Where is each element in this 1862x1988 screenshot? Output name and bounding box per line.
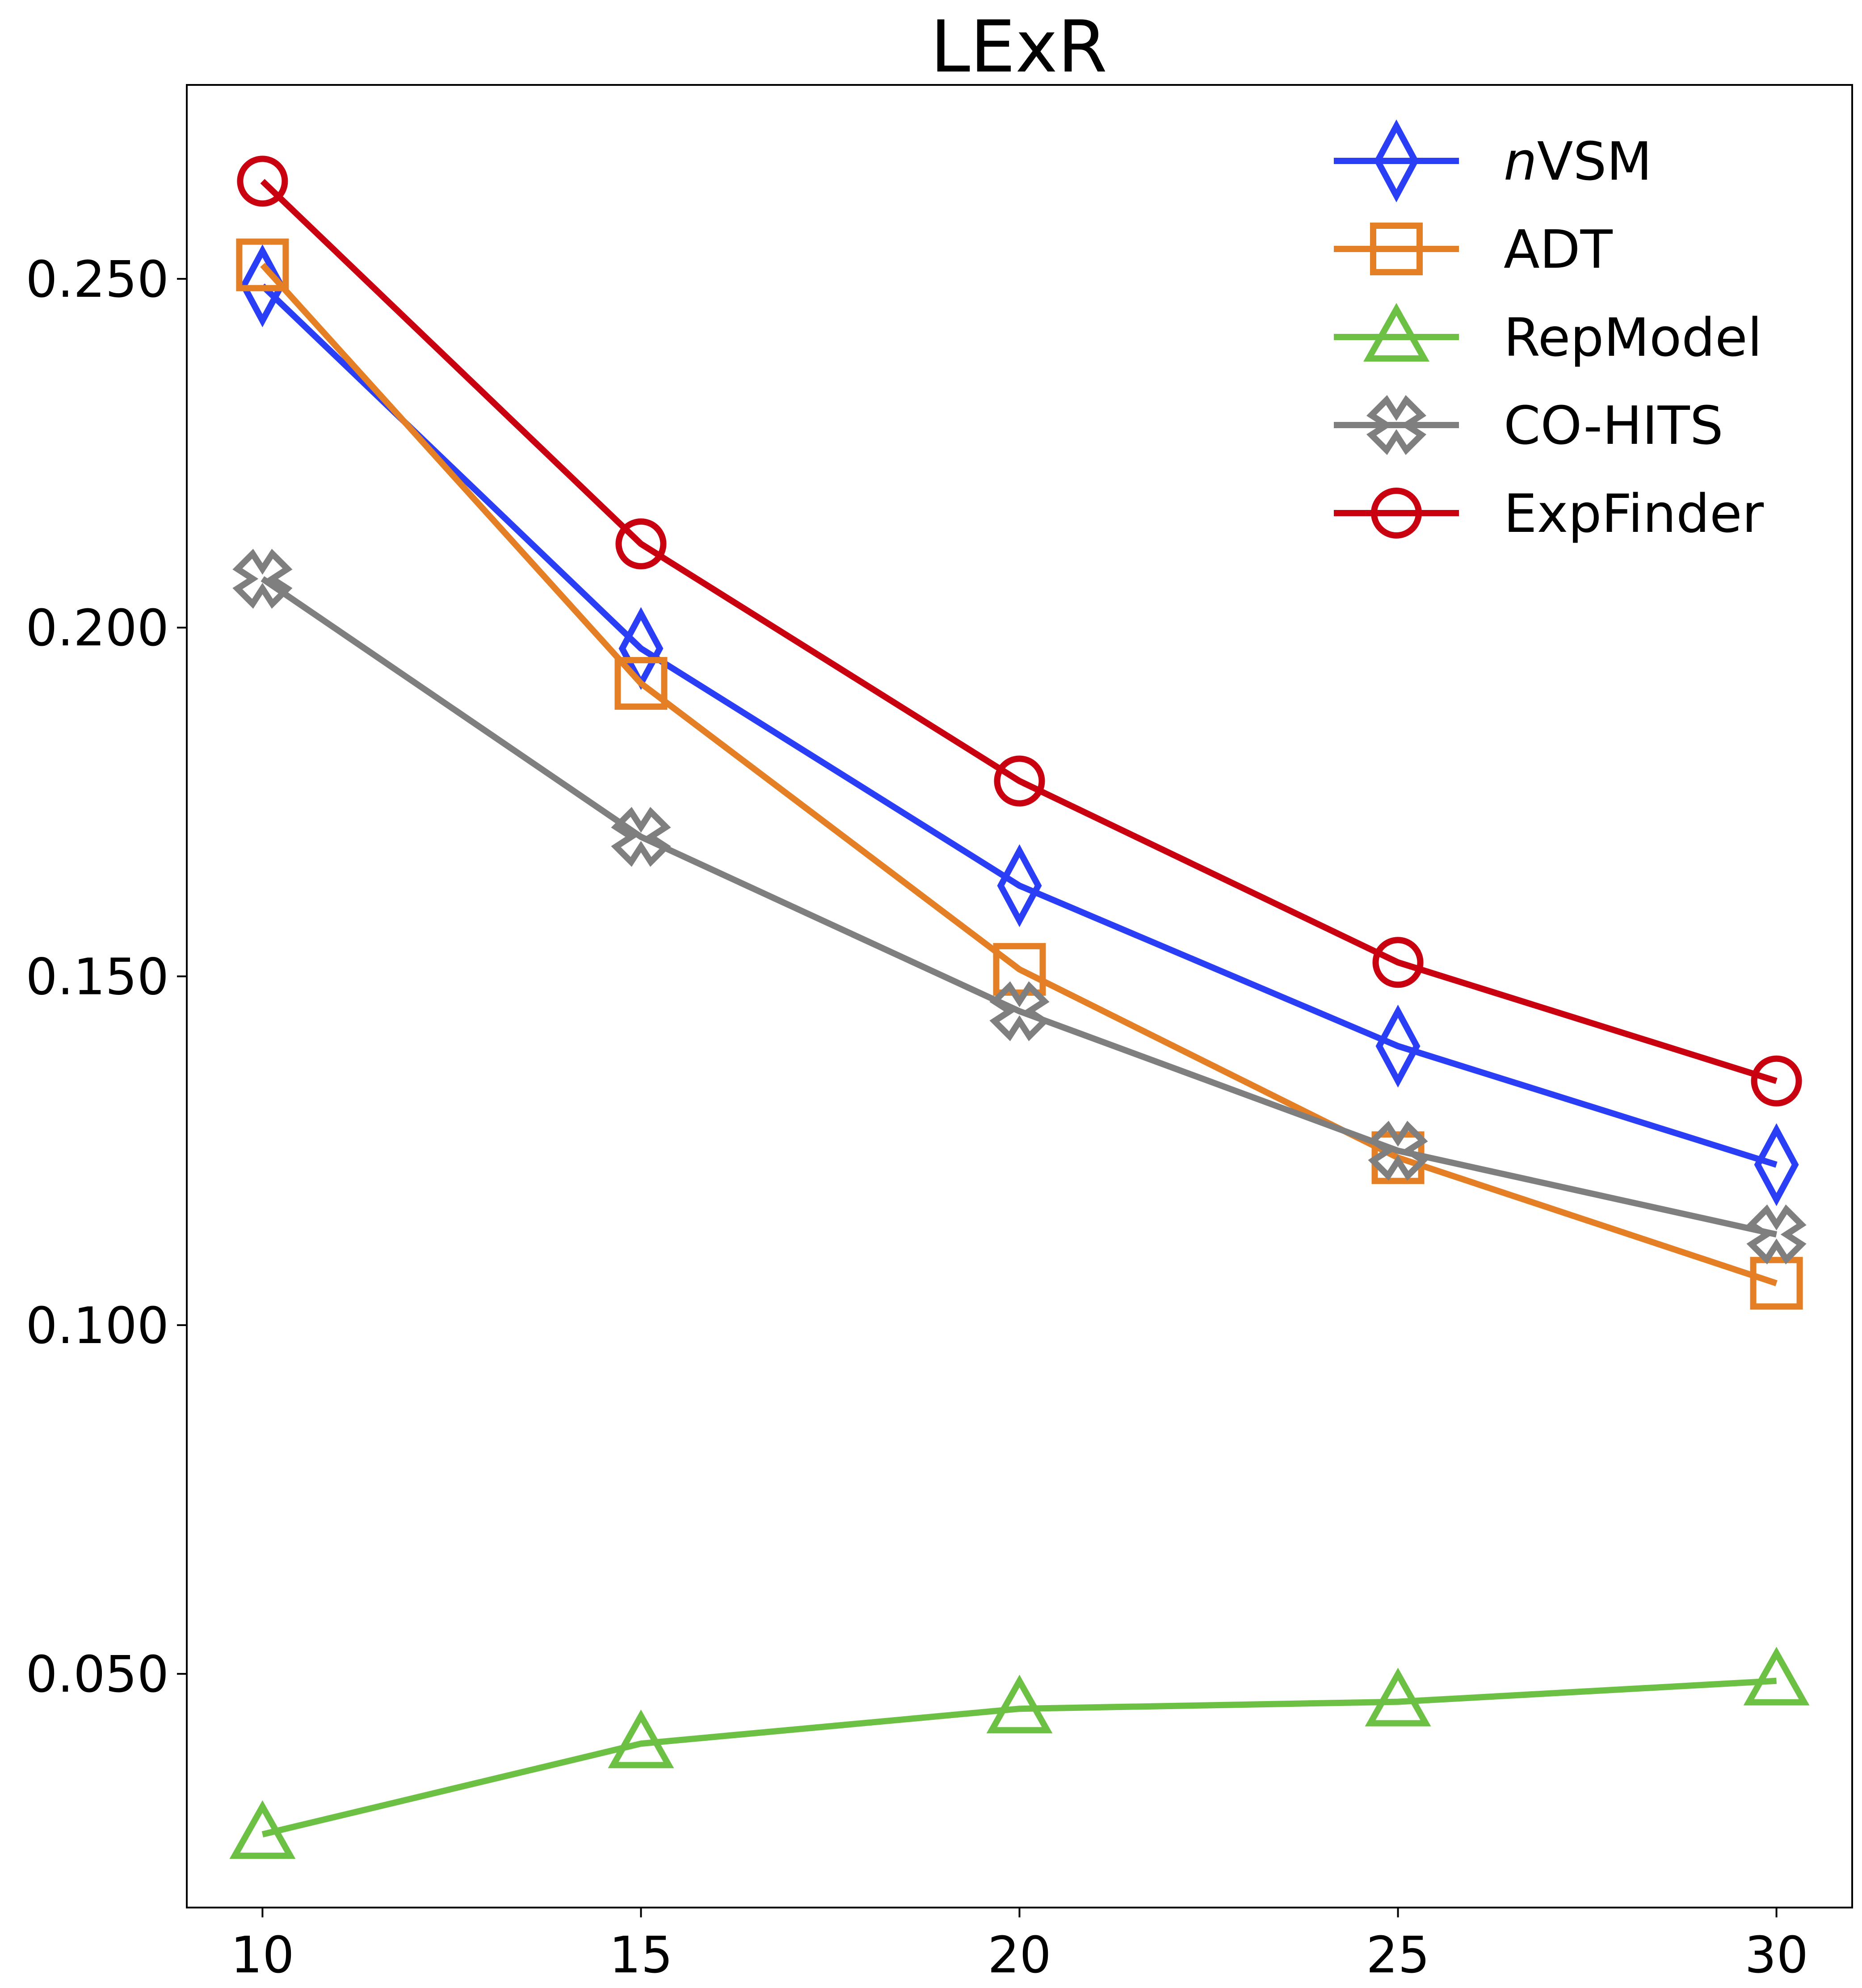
data-point-adt bbox=[614, 657, 668, 710]
series-line-repmodel bbox=[261, 1677, 1777, 1837]
data-point-repmodel bbox=[986, 1674, 1053, 1734]
data-point-expfinder bbox=[1751, 1055, 1802, 1107]
legend-marker-nvsm bbox=[1374, 119, 1419, 202]
data-point-co-hits bbox=[232, 548, 293, 609]
data-point-repmodel bbox=[1365, 1668, 1431, 1727]
series-repmodel bbox=[229, 1647, 1810, 1859]
legend-label-suffix: VSM bbox=[1537, 131, 1652, 192]
data-point-expfinder bbox=[994, 755, 1045, 807]
data-point-expfinder bbox=[615, 518, 667, 569]
legend-label-prefix: n bbox=[1504, 131, 1537, 192]
y-tick-label: 0.100 bbox=[25, 1297, 169, 1355]
series-line-co-hits bbox=[261, 576, 1778, 1238]
x-tick-label: 20 bbox=[988, 1926, 1051, 1984]
x-tick-label: 30 bbox=[1744, 1926, 1808, 1984]
legend-label-adt: ADT bbox=[1504, 219, 1613, 280]
data-point-adt bbox=[993, 943, 1046, 996]
y-tick-label: 0.150 bbox=[25, 948, 169, 1007]
data-point-repmodel bbox=[608, 1709, 674, 1769]
legend-marker-repmodel bbox=[1363, 303, 1429, 362]
data-point-repmodel bbox=[229, 1800, 296, 1859]
legend-marker-adt bbox=[1370, 223, 1423, 275]
x-tick-label: 25 bbox=[1366, 1926, 1430, 1984]
data-point-co-hits bbox=[1746, 1204, 1807, 1265]
legend-marker-co-hits bbox=[1366, 395, 1427, 455]
axes: 10 15 20 25 30 0.050 0.100 0.150 0.200 0.250 bbox=[25, 84, 1853, 1984]
data-point-co-hits bbox=[1368, 1120, 1428, 1181]
data-point-co-hits bbox=[611, 807, 671, 867]
legend-item-co-hits: CO-HITS bbox=[1334, 395, 1723, 456]
legend-label-nvsm: nVSM bbox=[1504, 131, 1652, 192]
data-point-nvsm bbox=[1754, 1123, 1799, 1206]
legend-item-expfinder: ExpFinder bbox=[1334, 483, 1764, 544]
legend: nVSM ADT RepModel CO-HITS ExpFinder bbox=[1334, 119, 1764, 544]
series-line-expfinder bbox=[260, 179, 1778, 1084]
x-tick-label: 15 bbox=[609, 1926, 673, 1984]
y-tick-label: 0.250 bbox=[25, 251, 169, 309]
data-point-nvsm bbox=[1375, 1004, 1421, 1088]
legend-item-nvsm: nVSM bbox=[1334, 119, 1652, 202]
data-point-expfinder bbox=[237, 156, 288, 207]
legend-label-repmodel: RepModel bbox=[1504, 307, 1762, 368]
series-line-adt bbox=[260, 262, 1778, 1286]
legend-item-repmodel: RepModel bbox=[1334, 303, 1762, 368]
data-point-repmodel bbox=[1743, 1647, 1810, 1706]
data-point-nvsm bbox=[997, 844, 1042, 927]
legend-label-expfinder: ExpFinder bbox=[1504, 483, 1764, 544]
data-point-adt bbox=[1750, 1257, 1803, 1310]
data-point-expfinder bbox=[1372, 937, 1424, 988]
series-expfinder bbox=[237, 156, 1802, 1107]
series-co-hits bbox=[232, 548, 1807, 1265]
data-point-adt bbox=[236, 238, 289, 291]
y-tick-label: 0.050 bbox=[25, 1646, 169, 1704]
data-point-co-hits bbox=[989, 981, 1050, 1041]
x-tick-label: 10 bbox=[231, 1926, 294, 1984]
chart-title: LExR bbox=[930, 5, 1107, 88]
series-line-nvsm bbox=[260, 283, 1778, 1168]
y-tick-label: 0.200 bbox=[25, 599, 169, 657]
legend-item-adt: ADT bbox=[1334, 219, 1613, 280]
series-layer bbox=[229, 156, 1810, 1859]
legend-label-co-hits: CO-HITS bbox=[1504, 395, 1723, 456]
legend-marker-expfinder bbox=[1371, 488, 1422, 539]
